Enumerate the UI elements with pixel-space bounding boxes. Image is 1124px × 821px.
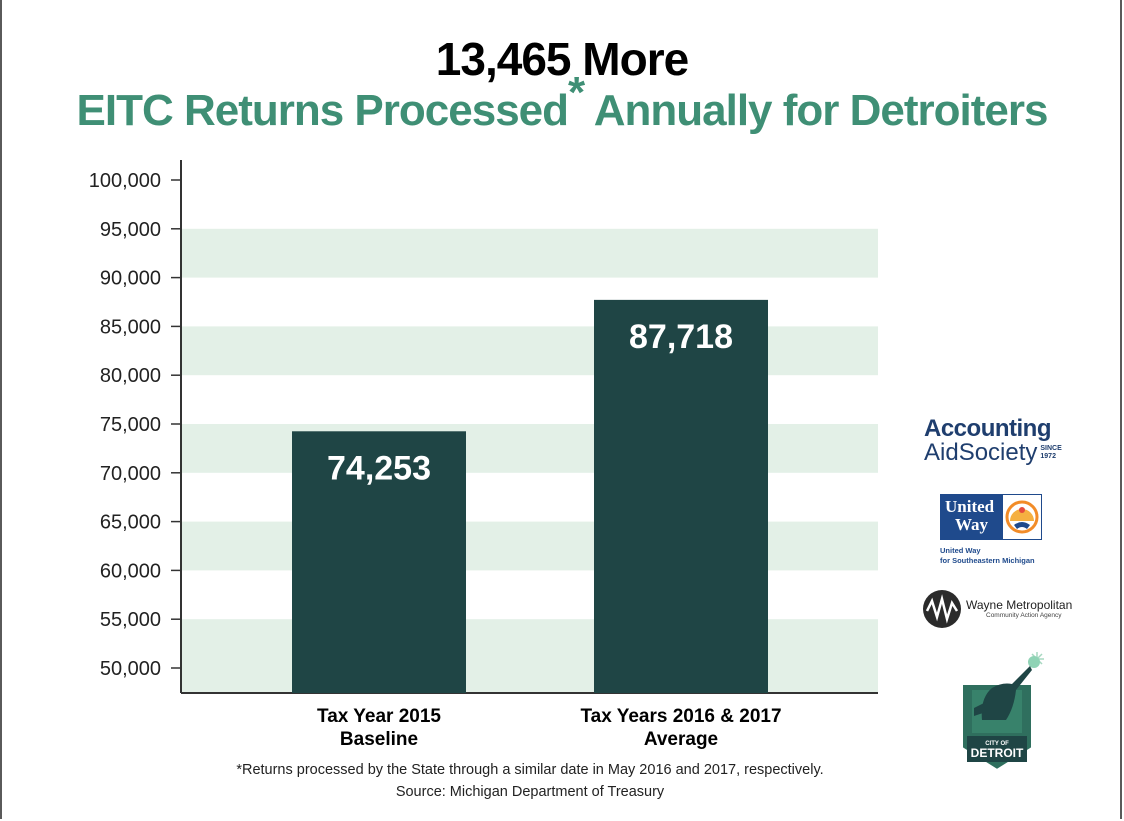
y-tick-label: 85,000 <box>100 316 161 338</box>
y-tick-label: 60,000 <box>100 560 161 582</box>
title-asterisk: * <box>568 68 585 117</box>
y-tick-label: 75,000 <box>100 414 161 436</box>
bar <box>292 431 466 693</box>
detroit-line1: CITY OF <box>985 741 1009 747</box>
uw-word2: Way <box>955 515 989 534</box>
footnote-text: *Returns processed by the State through … <box>236 762 824 778</box>
wayne-metro-logo: Wayne Metropolitan Community Action Agen… <box>922 589 1092 629</box>
spirit-orb-icon <box>1028 656 1040 668</box>
y-tick-label: 70,000 <box>100 463 161 485</box>
grid-band <box>181 668 878 693</box>
aas-since: SINCE 1972 <box>1040 445 1061 461</box>
grid-band <box>181 326 878 376</box>
aas-since-label: SINCE <box>1040 445 1062 452</box>
uw-sub2: for Southeastern Michigan <box>940 556 1035 565</box>
y-tick-label: 100,000 <box>89 170 161 192</box>
chart-title-line2: EITC Returns Processed* Annually for Det… <box>0 68 1124 136</box>
city-of-detroit-logo: CITY OF DETROIT <box>961 652 1044 772</box>
bar-value-label: 87,718 <box>629 318 733 356</box>
united-way-logo: United Way United Way for Southeastern Mic… <box>940 494 1080 566</box>
uw-word1: United <box>945 497 995 516</box>
chart-title-main: EITC Returns Processed <box>76 86 569 135</box>
y-tick-label: 55,000 <box>100 609 161 631</box>
y-tick-label: 95,000 <box>100 219 161 241</box>
x-category-label: Tax Years 2016 & 2017 <box>580 706 781 727</box>
grid-band <box>181 521 878 571</box>
bar <box>594 299 768 693</box>
x-category-label: Tax Year 2015 <box>317 706 441 727</box>
y-tick-label: 90,000 <box>100 268 161 290</box>
grid-band <box>181 228 878 278</box>
source-text: Source: Michigan Department of Treasury <box>395 784 665 800</box>
wayne-metro-name: Wayne Metropolitan <box>966 597 1073 612</box>
uw-sub1: United Way <box>940 546 981 555</box>
x-category-label: Average <box>644 729 718 750</box>
y-tick-label: 50,000 <box>100 658 161 680</box>
aas-line1: Accounting <box>924 415 1052 442</box>
x-category-label: Baseline <box>340 729 418 750</box>
grid-band <box>181 424 878 473</box>
aas-since-year: 1972 <box>1040 453 1056 460</box>
grid-band <box>181 619 878 668</box>
aas-line2: AidSociety <box>924 439 1038 466</box>
wayne-metro-wave-icon <box>923 590 961 628</box>
y-tick-label: 65,000 <box>100 512 161 534</box>
spirit-of-detroit-figure-icon <box>981 666 1032 720</box>
bar-value-label: 74,253 <box>327 449 431 487</box>
wayne-metro-sub: Community Action Agency <box>986 611 1062 619</box>
chart-title-line1: 13,465 More <box>435 33 689 85</box>
y-tick-label: 80,000 <box>100 365 161 387</box>
accounting-aid-society-logo: Accounting AidSociety SINCE 1972 <box>924 417 1064 465</box>
detroit-line2: DETROIT <box>971 746 1024 760</box>
chart-title-end: Annually for Detroiters <box>584 86 1049 135</box>
united-way-hand-icon <box>1005 500 1039 534</box>
